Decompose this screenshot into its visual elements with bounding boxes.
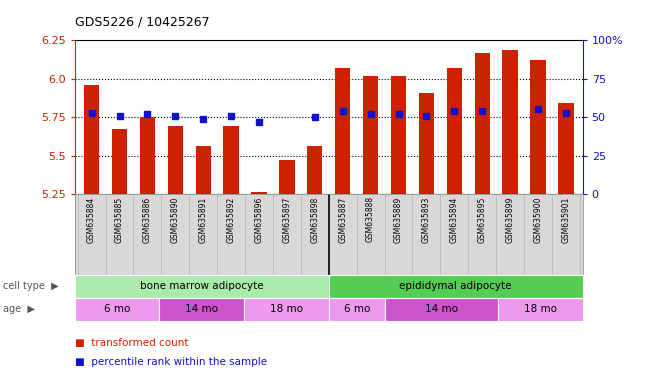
Text: GSM635899: GSM635899 — [506, 196, 514, 243]
Text: epididymal adipocyte: epididymal adipocyte — [400, 281, 512, 291]
Bar — [391, 76, 406, 194]
Text: GSM635884: GSM635884 — [87, 196, 96, 243]
Text: GSM635885: GSM635885 — [115, 196, 124, 243]
Bar — [503, 50, 518, 194]
Text: 6 mo: 6 mo — [104, 304, 130, 314]
Bar — [475, 53, 490, 194]
Bar — [168, 126, 183, 194]
Bar — [251, 192, 267, 194]
Text: ■  transformed count: ■ transformed count — [75, 338, 188, 348]
Bar — [335, 68, 350, 194]
Text: 18 mo: 18 mo — [270, 304, 303, 314]
Bar — [329, 275, 583, 298]
Text: GSM635894: GSM635894 — [450, 196, 459, 243]
Bar — [223, 126, 239, 194]
Bar — [419, 93, 434, 194]
Bar — [447, 68, 462, 194]
Bar — [329, 298, 385, 321]
Bar — [140, 117, 155, 194]
Text: GSM635900: GSM635900 — [534, 196, 542, 243]
Text: GSM635886: GSM635886 — [143, 196, 152, 243]
Bar — [159, 298, 244, 321]
Bar — [112, 129, 127, 194]
Text: age  ▶: age ▶ — [3, 304, 35, 314]
Text: 14 mo: 14 mo — [186, 304, 218, 314]
Bar — [531, 60, 546, 194]
Text: ■  percentile rank within the sample: ■ percentile rank within the sample — [75, 357, 267, 367]
Text: GSM635901: GSM635901 — [561, 196, 570, 243]
Text: 14 mo: 14 mo — [425, 304, 458, 314]
Bar — [363, 76, 378, 194]
Text: GSM635892: GSM635892 — [227, 196, 236, 243]
Bar — [498, 298, 583, 321]
Bar — [279, 160, 294, 194]
Text: bone marrow adipocyte: bone marrow adipocyte — [140, 281, 264, 291]
Bar — [244, 298, 329, 321]
Text: GSM635890: GSM635890 — [171, 196, 180, 243]
Text: GSM635896: GSM635896 — [255, 196, 264, 243]
Text: GSM635887: GSM635887 — [339, 196, 347, 243]
Bar — [385, 298, 498, 321]
Text: GSM635895: GSM635895 — [478, 196, 487, 243]
Text: GSM635897: GSM635897 — [283, 196, 292, 243]
Bar — [84, 85, 99, 194]
Bar — [75, 298, 159, 321]
Bar — [75, 275, 329, 298]
Text: GDS5226 / 10425267: GDS5226 / 10425267 — [75, 15, 210, 28]
Bar — [307, 146, 322, 194]
Text: 18 mo: 18 mo — [524, 304, 557, 314]
Text: GSM635893: GSM635893 — [422, 196, 431, 243]
Bar — [195, 146, 211, 194]
Text: GSM635891: GSM635891 — [199, 196, 208, 243]
Text: GSM635898: GSM635898 — [311, 196, 319, 243]
Text: 6 mo: 6 mo — [344, 304, 370, 314]
Text: GSM635889: GSM635889 — [394, 196, 403, 243]
Text: cell type  ▶: cell type ▶ — [3, 281, 59, 291]
Bar — [558, 103, 574, 194]
Text: GSM635888: GSM635888 — [366, 196, 375, 242]
